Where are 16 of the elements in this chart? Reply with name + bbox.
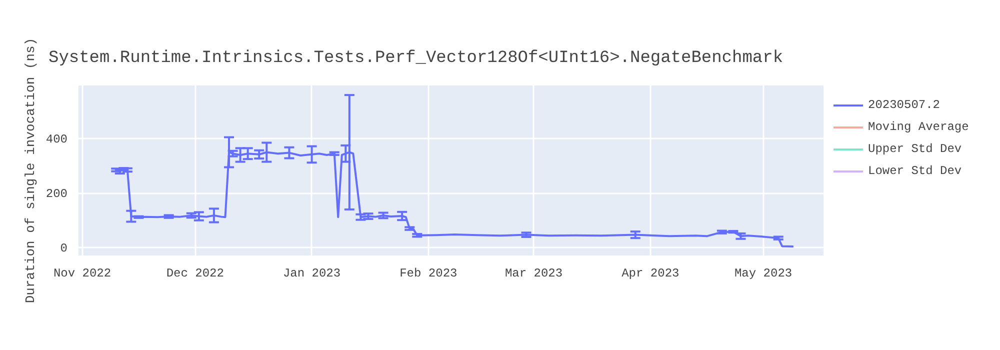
x-tick-label: Feb 2023 [400,266,458,280]
y-tick-label: 200 [46,187,68,202]
legend-label: Moving Average [868,120,969,134]
y-tick-label: 0 [60,242,68,256]
x-tick-label: May 2023 [734,266,792,280]
legend-label: Lower Std Dev [868,164,962,178]
x-tick-label: Mar 2023 [504,266,563,280]
x-tick-label: Jan 2023 [282,266,341,280]
legend-label: Upper Std Dev [868,142,962,156]
x-tick-label: Dec 2022 [166,266,224,280]
x-tick-label: Apr 2023 [622,266,680,280]
y-axis-title: Duration of single invocation (ns) [22,38,38,304]
x-tick-label: Nov 2022 [53,266,112,280]
y-tick-label: 400 [46,132,68,147]
legend-label: 20230507.2 [868,98,940,112]
chart-title: System.Runtime.Intrinsics.Tests.Perf_Vector128Of<UInt16>.NegateBenchmark [48,49,784,68]
